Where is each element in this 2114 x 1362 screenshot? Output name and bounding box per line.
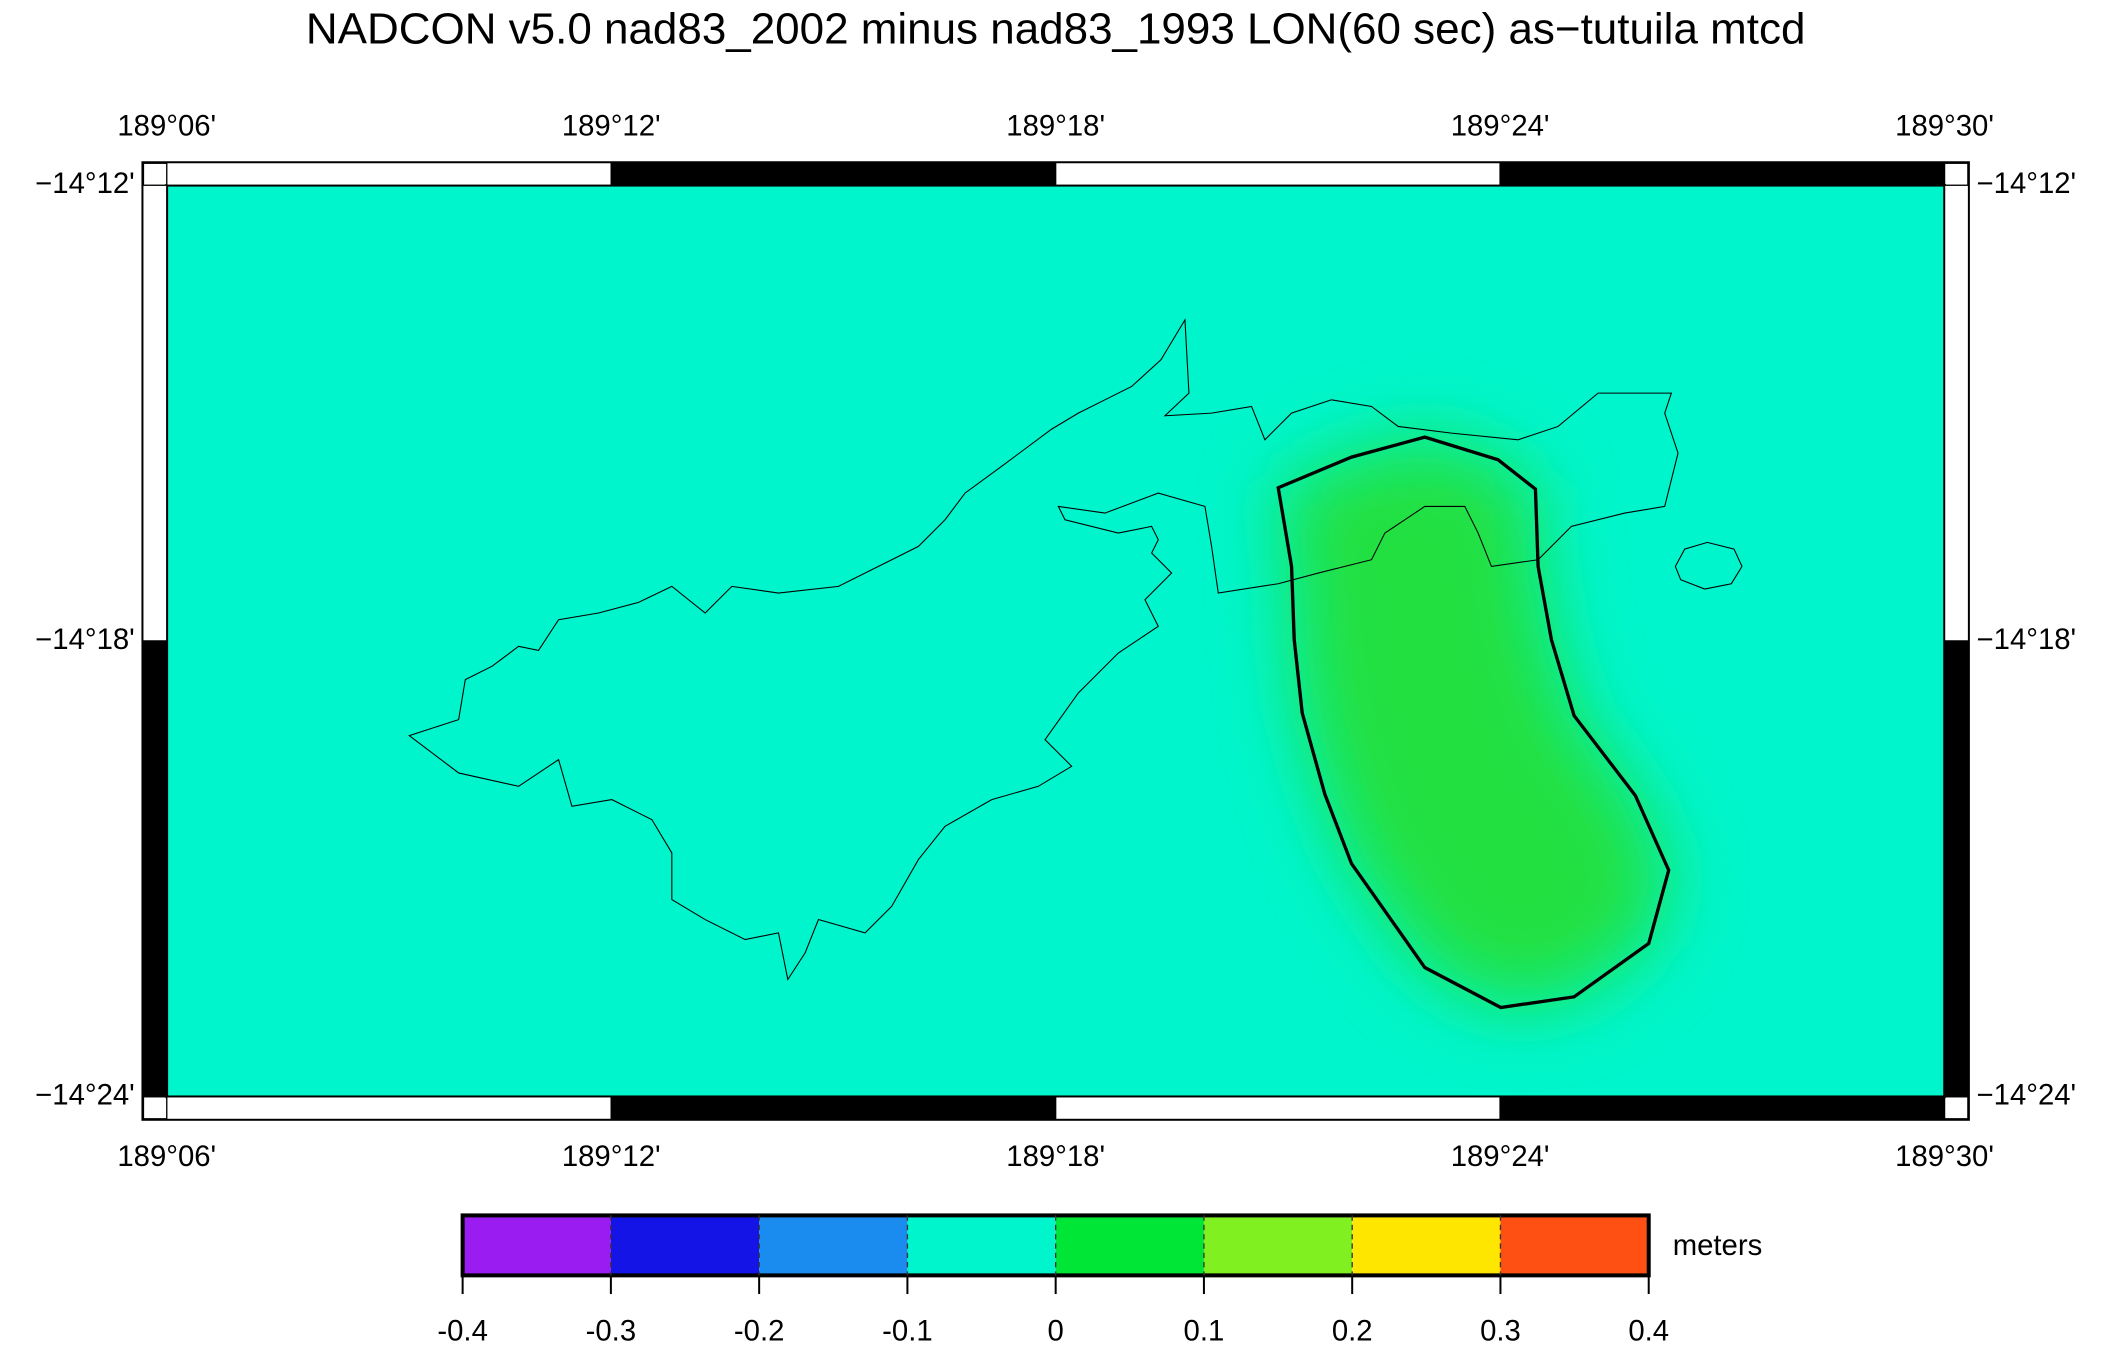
colorbar-segment <box>462 1215 611 1276</box>
frame-band <box>166 161 612 186</box>
lon-tick-label: 189°30' <box>1895 1140 1994 1173</box>
colorbar-segment <box>907 1215 1056 1276</box>
colorbar-tick-label: 0.2 <box>1332 1314 1373 1347</box>
lat-tick-label: −14°12' <box>35 167 135 200</box>
colorbar-segment <box>1500 1215 1649 1276</box>
colorbar-segment <box>610 1215 760 1276</box>
lat-tick-label: −14°18' <box>35 623 135 656</box>
frame-band <box>1055 1096 1501 1121</box>
colorbar-tick-label: -0.2 <box>734 1314 784 1347</box>
lon-tick-label: 189°12' <box>562 1140 661 1173</box>
map-frame <box>141 161 1970 1121</box>
frame-band <box>610 161 1057 186</box>
lon-tick-label: 189°06' <box>117 1140 216 1173</box>
colorbar-unit: meters <box>1673 1229 1763 1262</box>
region-outline <box>1276 435 1671 1010</box>
colorbar-tick-label: 0 <box>1048 1314 1064 1347</box>
lon-tick-label: 189°18' <box>1006 1140 1105 1173</box>
lat-tick-label: −14°12' <box>1977 167 2077 200</box>
colorbar-tick-label: -0.1 <box>882 1314 932 1347</box>
frame-band <box>166 1096 612 1121</box>
colorbar-tick-label: -0.4 <box>437 1314 487 1347</box>
colorbar-segment <box>1352 1215 1501 1276</box>
colorbar-segment <box>1203 1215 1353 1276</box>
lat-tick-label: −14°24' <box>1977 1079 2077 1112</box>
colorbar-tick-label: 0.4 <box>1628 1314 1669 1347</box>
frame-band <box>142 184 168 642</box>
coastline <box>408 318 1679 981</box>
colorbar-segment <box>759 1215 908 1276</box>
frame-band <box>1499 1096 1946 1121</box>
colorbar-tick-label: 0.1 <box>1184 1314 1225 1347</box>
frame-band <box>1055 161 1501 186</box>
lon-tick-label: 189°30' <box>1895 110 1994 143</box>
anomaly-field <box>1278 437 1669 1008</box>
colorbar-tick-label: -0.3 <box>586 1314 636 1347</box>
frame-band <box>1499 161 1946 186</box>
colorbar-segment <box>1055 1215 1204 1276</box>
frame-band <box>142 640 168 1098</box>
frame-band <box>610 1096 1057 1121</box>
lon-tick-label: 189°24' <box>1451 1140 1550 1173</box>
lat-tick-label: −14°24' <box>35 1079 135 1112</box>
frame-band <box>1943 640 1970 1098</box>
frame-band <box>1943 184 1970 642</box>
lon-tick-label: 189°18' <box>1006 110 1105 143</box>
lon-tick-label: 189°24' <box>1451 110 1550 143</box>
lon-tick-label: 189°06' <box>117 110 216 143</box>
map-area <box>165 183 1946 1099</box>
coastline <box>1674 541 1743 590</box>
colorbar-tick-label: 0.3 <box>1480 1314 1521 1347</box>
title: NADCON v5.0 nad83_2002 minus nad83_1993 … <box>306 5 1805 54</box>
lon-tick-label: 189°12' <box>562 110 661 143</box>
lat-tick-label: −14°18' <box>1977 623 2077 656</box>
